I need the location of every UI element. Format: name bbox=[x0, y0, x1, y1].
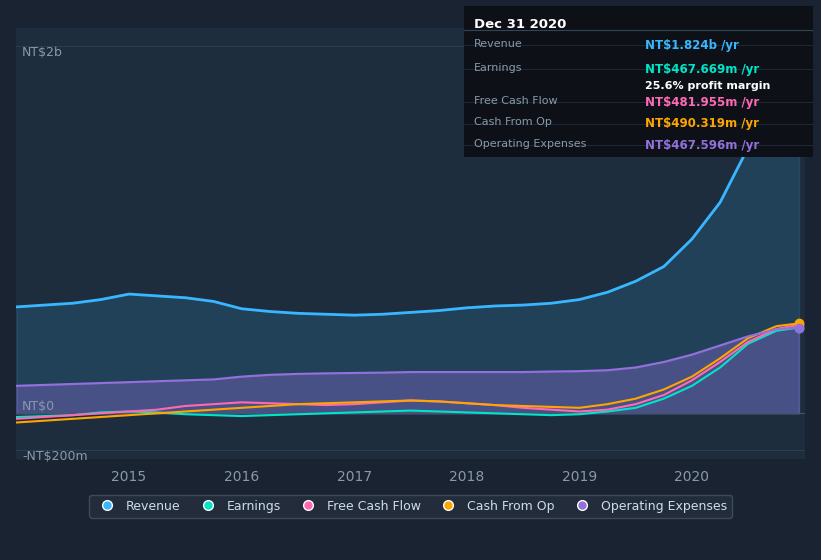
Text: NT$2b: NT$2b bbox=[22, 46, 63, 59]
Legend: Revenue, Earnings, Free Cash Flow, Cash From Op, Operating Expenses: Revenue, Earnings, Free Cash Flow, Cash … bbox=[89, 494, 732, 517]
Text: NT$467.596m /yr: NT$467.596m /yr bbox=[645, 139, 759, 152]
Text: Dec 31 2020: Dec 31 2020 bbox=[475, 18, 566, 31]
Text: NT$481.955m /yr: NT$481.955m /yr bbox=[645, 96, 759, 109]
Text: NT$467.669m /yr: NT$467.669m /yr bbox=[645, 63, 759, 76]
Text: Cash From Op: Cash From Op bbox=[475, 118, 553, 128]
Text: NT$0: NT$0 bbox=[22, 400, 55, 413]
Text: Revenue: Revenue bbox=[475, 39, 523, 49]
Text: Earnings: Earnings bbox=[475, 63, 523, 73]
Text: 25.6% profit margin: 25.6% profit margin bbox=[645, 81, 771, 91]
Text: Operating Expenses: Operating Expenses bbox=[475, 139, 587, 148]
Text: NT$1.824b /yr: NT$1.824b /yr bbox=[645, 39, 739, 52]
Text: Free Cash Flow: Free Cash Flow bbox=[475, 96, 558, 106]
Text: NT$490.319m /yr: NT$490.319m /yr bbox=[645, 118, 759, 130]
Text: -NT$200m: -NT$200m bbox=[22, 450, 88, 463]
